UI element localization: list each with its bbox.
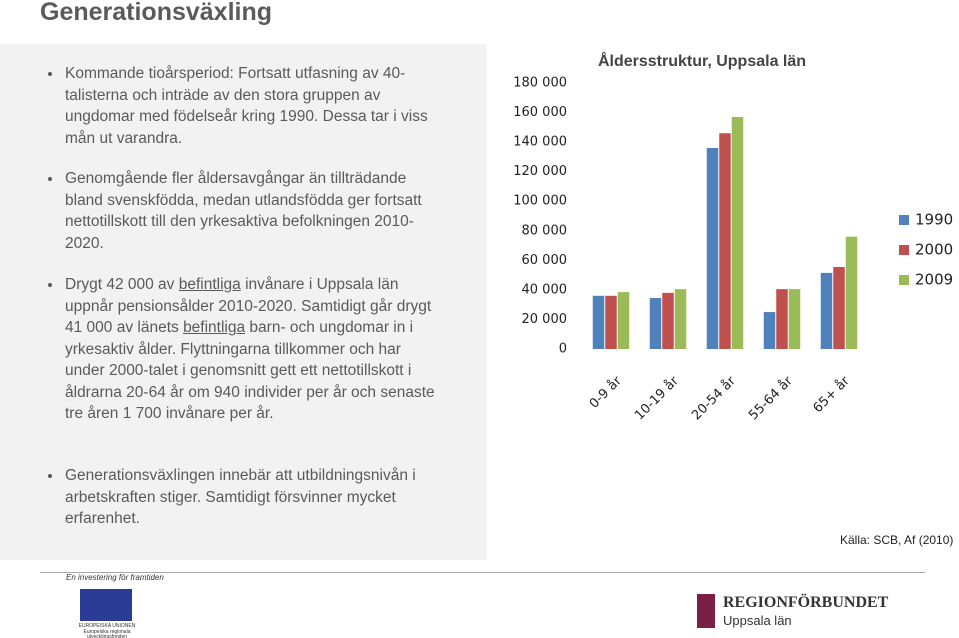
y-tick-label: 0	[559, 342, 567, 357]
legend-label: 1990	[915, 211, 953, 229]
x-tick-label: 10-19 år	[632, 373, 682, 423]
bar	[706, 148, 719, 349]
bullet-text: Drygt 42 000 av	[65, 276, 179, 293]
bullet-text: Kommande tioårsperiod: Fortsatt utfasnin…	[65, 65, 428, 147]
y-tick-label: 80 000	[522, 223, 568, 238]
slide-title: Generationsväxling	[40, 0, 273, 26]
footer-rule	[40, 572, 925, 573]
bar	[605, 295, 617, 349]
bullet-list: Generationsväxlingen innebär att utbildn…	[48, 465, 445, 530]
eu-text: EUROPEISKA UNIONEN	[78, 623, 136, 629]
eu-text: utvecklingsfonden	[86, 634, 128, 638]
bar	[820, 272, 833, 349]
bullet-block: Kommande tioårsperiod: Fortsatt utfasnin…	[48, 63, 430, 149]
y-tick-label: 160 000	[513, 105, 567, 120]
x-tick-label: 55-64 år	[746, 373, 796, 423]
org-logo	[697, 594, 715, 628]
legend-swatch	[899, 275, 909, 285]
source: Källa: SCB, Af (2010)	[840, 533, 954, 547]
chart-title: Åldersstruktur, Uppsala län	[598, 51, 806, 70]
bullet-text: Generationsväxlingen innebär att utbildn…	[65, 467, 416, 527]
legend-swatch	[899, 215, 909, 225]
bar	[776, 289, 788, 349]
y-tick-label: 140 000	[513, 135, 567, 150]
bar	[845, 236, 858, 349]
eu-flag	[80, 589, 132, 621]
y-tick-label: 120 000	[513, 164, 567, 179]
bullet-text: Genomgående fler åldersavgångar än tillt…	[65, 170, 422, 252]
bullet-block: Genomgående fler åldersavgångar än tillt…	[48, 168, 435, 254]
bullet: Kommande tioårsperiod: Fortsatt utfasnin…	[48, 63, 430, 149]
x-tick-label: 20-54 år	[689, 373, 739, 423]
bullet-block: Drygt 42 000 av befintliga invånare i Up…	[48, 274, 435, 425]
bar	[788, 289, 801, 349]
tagline: En investering för framtiden	[66, 573, 164, 582]
bar	[592, 295, 605, 349]
bullet: Genomgående fler åldersavgångar än tillt…	[48, 168, 435, 254]
bullet-list: Kommande tioårsperiod: Fortsatt utfasnin…	[48, 63, 430, 149]
bar	[617, 292, 630, 349]
x-tick-label: 65+ år	[810, 373, 853, 416]
bullet-text: invånare i Uppsala län uppnår pensionsål…	[65, 276, 432, 336]
org-name: REGIONFÖRBUNDET	[723, 594, 889, 611]
org-subtitle: Uppsala län	[723, 613, 792, 628]
legend-label: 2009	[915, 271, 953, 289]
y-tick-label: 100 000	[513, 194, 567, 209]
legend-swatch	[899, 245, 909, 255]
y-tick-label: 60 000	[522, 253, 568, 268]
text-panel	[0, 44, 487, 560]
y-tick-label: 40 000	[522, 282, 568, 297]
bullet-block: Generationsväxlingen innebär att utbildn…	[48, 465, 445, 530]
bar	[662, 292, 674, 349]
y-tick-label: 20 000	[522, 312, 568, 327]
bullet: Generationsväxlingen innebär att utbildn…	[48, 465, 445, 530]
bar	[649, 298, 662, 349]
bar	[763, 312, 776, 349]
bar	[719, 133, 731, 349]
bar	[674, 289, 687, 349]
bullet-text: barn- och ungdomar in i yrkesaktiv ålder…	[65, 319, 435, 422]
eu-text: Europeiska regionala	[83, 629, 131, 635]
bullet-list: Genomgående fler åldersavgångar än tillt…	[48, 168, 435, 254]
bullet: Drygt 42 000 av befintliga invånare i Up…	[48, 274, 435, 425]
y-tick-label: 180 000	[513, 76, 567, 91]
legend-label: 2000	[915, 241, 953, 259]
bar	[731, 116, 744, 349]
x-tick-label: 0-9 år	[587, 373, 625, 411]
underlined-text: befintliga	[178, 276, 241, 293]
bullet-list: Drygt 42 000 av befintliga invånare i Up…	[48, 274, 435, 425]
underlined-text: befintliga	[183, 319, 246, 336]
bar	[833, 266, 845, 349]
